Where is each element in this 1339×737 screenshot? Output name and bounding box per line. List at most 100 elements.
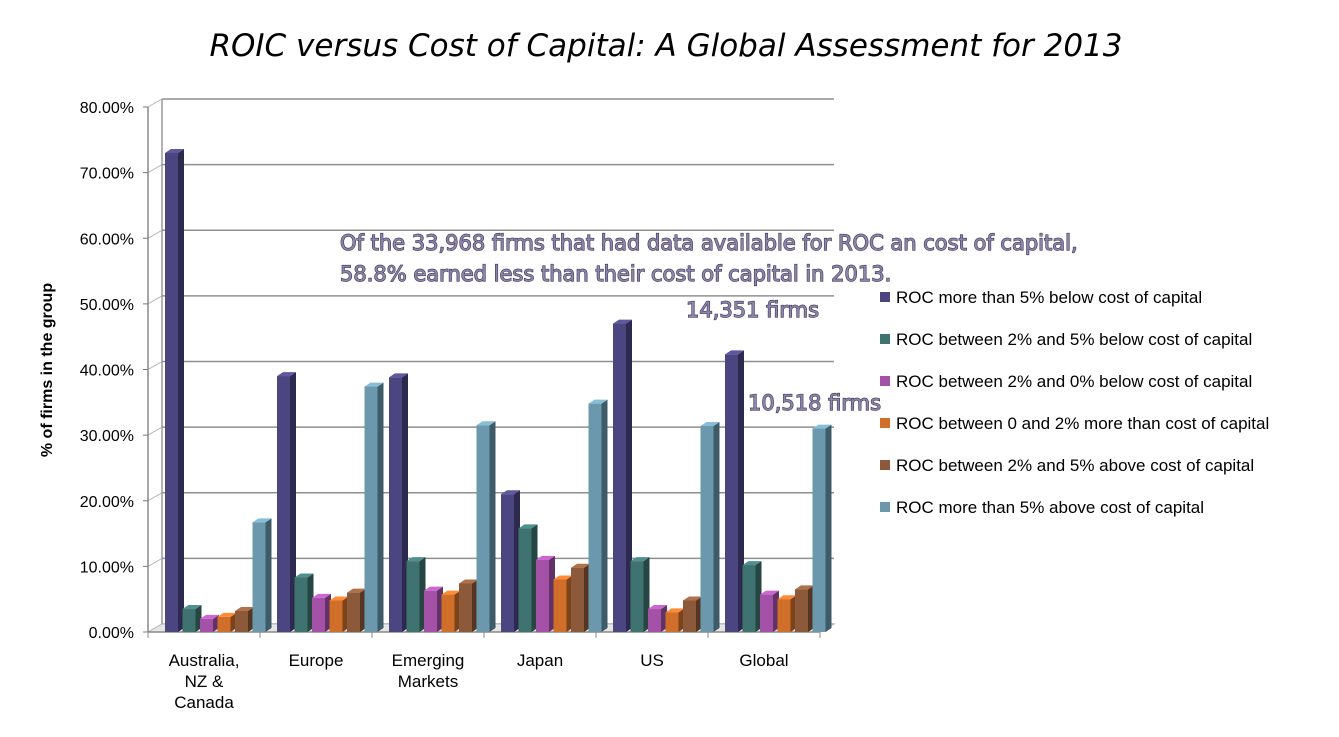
bar-top bbox=[571, 563, 590, 568]
legend-label: ROC between 0 and 2% more than cost of c… bbox=[896, 414, 1269, 433]
bar bbox=[182, 605, 202, 632]
bar-front bbox=[553, 579, 567, 632]
bar-top bbox=[459, 579, 478, 584]
bar bbox=[795, 585, 814, 632]
legend-swatch bbox=[880, 334, 890, 344]
bar-side bbox=[825, 424, 832, 632]
bar-front bbox=[165, 152, 178, 632]
bar-side bbox=[377, 382, 384, 632]
bar-front bbox=[459, 583, 472, 632]
legend-swatch bbox=[880, 460, 890, 470]
bar bbox=[424, 586, 443, 632]
chart-title: ROIC versus Cost of Capital: A Global As… bbox=[209, 28, 1122, 64]
bar bbox=[553, 575, 573, 632]
bar-front bbox=[277, 376, 290, 632]
bar bbox=[812, 424, 832, 632]
legend-label: ROC more than 5% below cost of capital bbox=[896, 288, 1202, 307]
bar-top bbox=[812, 424, 832, 429]
bar-top bbox=[200, 614, 219, 619]
x-tick-label: US bbox=[640, 651, 664, 670]
bar-front bbox=[536, 559, 549, 632]
x-tick-label: Global bbox=[739, 651, 788, 670]
bar-top bbox=[630, 557, 650, 562]
bar-top bbox=[329, 596, 349, 601]
bar-top bbox=[312, 593, 331, 598]
bar-side bbox=[601, 399, 608, 632]
bar bbox=[347, 588, 366, 632]
bar bbox=[648, 605, 667, 632]
x-axis-labels: Australia, NZ & Canada Europe Emerging Market… bbox=[169, 651, 789, 712]
y-tick-label: 10.00% bbox=[80, 559, 134, 576]
bar bbox=[571, 563, 590, 632]
bar bbox=[364, 382, 384, 632]
bar-front bbox=[424, 590, 437, 632]
bar bbox=[252, 518, 272, 632]
bar-front bbox=[347, 592, 360, 632]
legend-item: ROC between 2% and 0% below cost of capi… bbox=[880, 372, 1252, 391]
bar-top bbox=[252, 518, 272, 523]
bar-side bbox=[290, 372, 296, 632]
bar-top bbox=[518, 524, 538, 529]
bar-top bbox=[742, 561, 762, 566]
bar-front bbox=[182, 609, 196, 632]
bar bbox=[700, 421, 720, 632]
y-tick-label: 40.00% bbox=[80, 363, 134, 380]
bar-front bbox=[252, 522, 266, 632]
bar-front bbox=[476, 425, 490, 632]
x-tick-label: Emerging Markets bbox=[392, 651, 465, 691]
bar bbox=[459, 579, 478, 632]
bar-front bbox=[389, 377, 402, 632]
bar-front bbox=[795, 589, 808, 632]
annotation-firms-us: 14,351 firms bbox=[686, 298, 819, 322]
bar bbox=[725, 350, 744, 632]
bar bbox=[630, 557, 650, 632]
bar-top bbox=[777, 595, 797, 600]
bar-top bbox=[795, 585, 814, 590]
bar-top bbox=[700, 421, 720, 426]
legend-item: ROC between 2% and 5% below cost of capi… bbox=[880, 330, 1252, 349]
bar-front bbox=[501, 494, 514, 632]
bar bbox=[536, 555, 555, 632]
bar-top bbox=[406, 557, 426, 562]
bar bbox=[294, 573, 314, 632]
legend-item: ROC between 0 and 2% more than cost of c… bbox=[880, 414, 1269, 433]
gridline-side bbox=[147, 164, 163, 174]
legend-item: ROC between 2% and 5% above cost of capi… bbox=[880, 456, 1254, 475]
bar-front bbox=[571, 567, 584, 632]
bar-top bbox=[182, 605, 202, 610]
bar bbox=[165, 148, 184, 632]
bar-top bbox=[648, 605, 667, 610]
gridline-side bbox=[147, 295, 163, 305]
y-axis-label: % of firms in the group bbox=[39, 283, 56, 457]
bar-top bbox=[294, 573, 314, 578]
bar bbox=[200, 614, 219, 632]
bar-side bbox=[626, 319, 632, 632]
gridline-side bbox=[147, 98, 163, 108]
bar bbox=[777, 595, 797, 632]
bar-front bbox=[725, 354, 738, 632]
annotation-firms-global: 10,518 firms bbox=[748, 391, 881, 415]
legend-swatch bbox=[880, 418, 890, 428]
bars bbox=[165, 148, 832, 632]
plot-area: 0.00% 10.00% 20.00% 30.00% 40.00% 50.00% 60.00… bbox=[80, 98, 836, 642]
bar-top bbox=[277, 372, 296, 377]
bar-top bbox=[165, 148, 184, 153]
legend-swatch bbox=[880, 502, 890, 512]
bar-top bbox=[536, 555, 555, 560]
legend-label: ROC between 2% and 5% below cost of capi… bbox=[896, 330, 1252, 349]
legend-label: ROC between 2% and 5% above cost of capi… bbox=[896, 456, 1254, 475]
bar-side bbox=[265, 518, 272, 632]
y-tick-label: 80.00% bbox=[80, 100, 134, 117]
gridline-side bbox=[147, 492, 163, 502]
bar-front bbox=[441, 594, 455, 632]
gridline-side bbox=[147, 229, 163, 239]
bar bbox=[760, 590, 779, 632]
bar bbox=[588, 399, 608, 632]
bar-top bbox=[665, 608, 685, 613]
bar-front bbox=[613, 323, 626, 632]
bar-top bbox=[476, 421, 496, 426]
legend-label: ROC more than 5% above cost of capital bbox=[896, 498, 1204, 517]
bar bbox=[665, 608, 685, 632]
bar bbox=[683, 596, 702, 632]
bar bbox=[613, 319, 632, 632]
